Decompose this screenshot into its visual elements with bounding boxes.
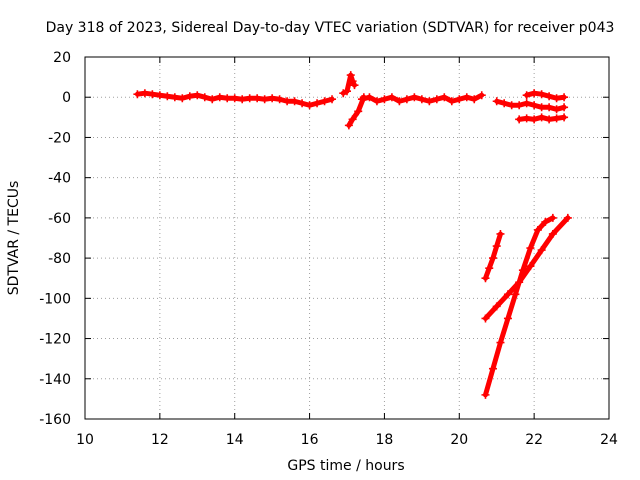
series-trace [524, 90, 567, 101]
series-track-3 [481, 213, 557, 399]
y-tick-label: -40 [48, 171, 71, 187]
series-main-band [133, 89, 337, 110]
plot-frame [84, 56, 610, 420]
x-axis-label: GPS time / hours [287, 458, 404, 474]
series-trace [516, 114, 567, 122]
series-band-3 [522, 89, 569, 103]
ticks: 10 12 14 16 18 20 22 24 -160 -140 -120 -100 -80 -60 -4… [39, 50, 618, 448]
y-tick-label: -20 [48, 130, 71, 146]
series-trace [482, 215, 556, 398]
y-tick-label: -140 [39, 372, 71, 388]
x-tick-label: 10 [76, 432, 94, 448]
y-tick-label: 20 [53, 50, 71, 66]
series-band-2 [357, 91, 486, 106]
x-tick-label: 14 [226, 432, 244, 448]
series-trace [482, 215, 571, 321]
series-trace [359, 92, 485, 104]
series-band-5 [515, 113, 569, 124]
y-tick-label: -100 [39, 291, 71, 307]
series-trace [482, 231, 503, 281]
series-trace [494, 98, 567, 112]
y-tick-label: -80 [48, 251, 71, 267]
series-jump-1 [339, 71, 359, 98]
series-trace [340, 72, 357, 96]
y-tick-label: -160 [39, 412, 71, 428]
y-tick-label: -60 [48, 211, 71, 227]
x-tick-label: 18 [376, 432, 394, 448]
chart-title: Day 318 of 2023, Sidereal Day-to-day VTE… [46, 20, 615, 36]
y-tick-label: 0 [62, 90, 71, 106]
y-tick-label: -120 [39, 332, 71, 348]
y-axis-label: SDTVAR / TECUs [6, 181, 22, 296]
grid [85, 57, 609, 419]
x-tick-label: 22 [525, 432, 543, 448]
series-trace [134, 90, 335, 108]
series-track-1 [481, 229, 505, 283]
x-tick-label: 24 [600, 432, 618, 448]
x-tick-label: 16 [301, 432, 319, 448]
series-band-4 [492, 97, 569, 114]
x-tick-label: 20 [450, 432, 468, 448]
series-track-2 [481, 213, 572, 323]
series-trace [346, 94, 367, 128]
x-tick-label: 12 [151, 432, 169, 448]
data-points [133, 71, 572, 399]
